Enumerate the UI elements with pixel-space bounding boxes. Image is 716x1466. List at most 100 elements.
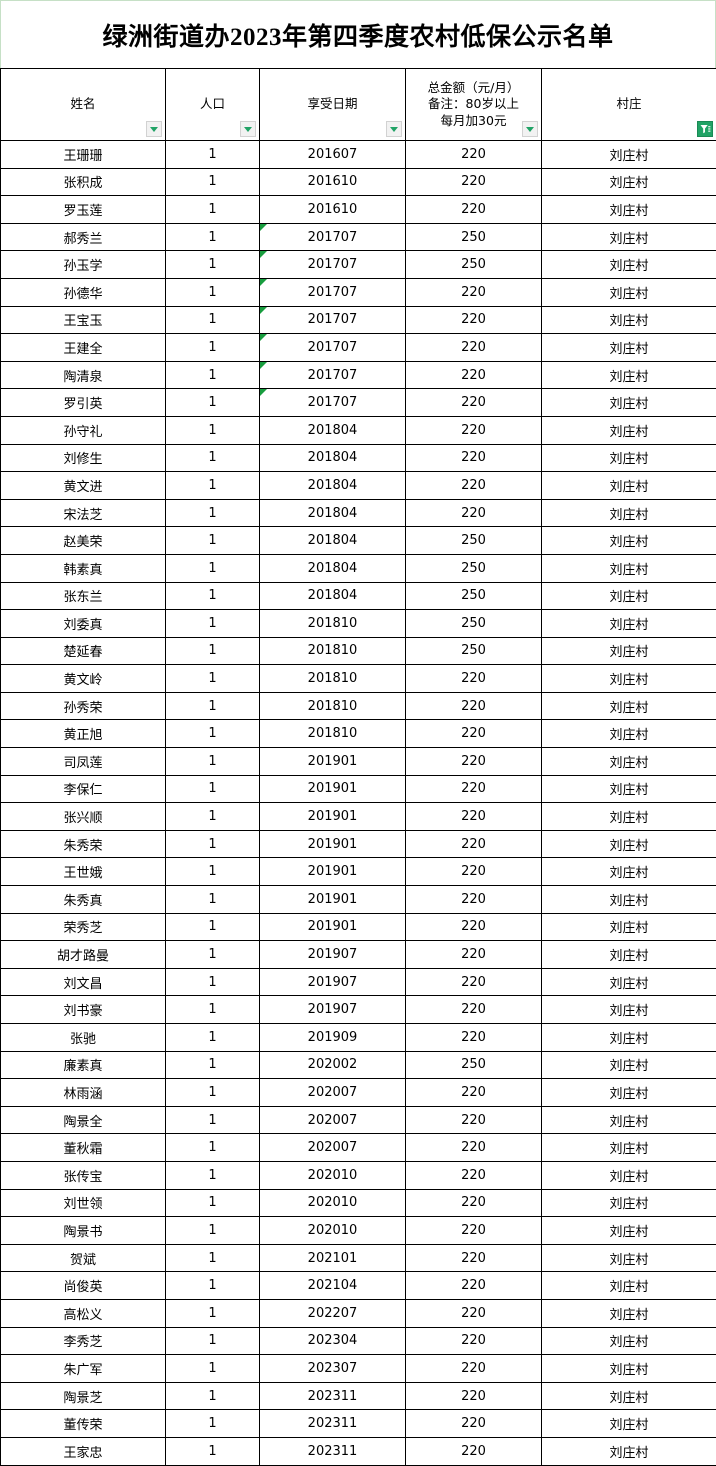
cell-name[interactable]: 刘书豪 (1, 996, 166, 1024)
cell-village[interactable]: 刘庄村 (542, 1134, 716, 1162)
cell-date-with-error-flag[interactable]: 201707 (260, 361, 406, 389)
cell-date-with-error-flag[interactable]: 201707 (260, 278, 406, 306)
cell-amount[interactable]: 220 (406, 1189, 542, 1217)
cell-amount[interactable]: 220 (406, 858, 542, 886)
cell-name[interactable]: 黄正旭 (1, 720, 166, 748)
cell-date[interactable]: 201610 (260, 196, 406, 224)
cell-pop[interactable]: 1 (166, 1382, 260, 1410)
filter-dropdown-icon-pop[interactable] (240, 121, 256, 137)
cell-amount[interactable]: 220 (406, 968, 542, 996)
cell-pop[interactable]: 1 (166, 1161, 260, 1189)
cell-pop[interactable]: 1 (166, 554, 260, 582)
cell-name[interactable]: 司凤莲 (1, 748, 166, 776)
cell-name[interactable]: 王建全 (1, 334, 166, 362)
cell-name[interactable]: 郝秀兰 (1, 223, 166, 251)
cell-date[interactable]: 201804 (260, 499, 406, 527)
cell-village[interactable]: 刘庄村 (542, 830, 716, 858)
cell-village[interactable]: 刘庄村 (542, 1024, 716, 1052)
cell-name[interactable]: 王世娥 (1, 858, 166, 886)
cell-date[interactable]: 202311 (260, 1382, 406, 1410)
cell-village[interactable]: 刘庄村 (542, 582, 716, 610)
cell-date[interactable]: 202207 (260, 1299, 406, 1327)
cell-date[interactable]: 201901 (260, 830, 406, 858)
cell-village[interactable]: 刘庄村 (542, 748, 716, 776)
cell-amount[interactable]: 220 (406, 416, 542, 444)
cell-amount[interactable]: 220 (406, 1244, 542, 1272)
cell-pop[interactable]: 1 (166, 886, 260, 914)
cell-amount[interactable]: 220 (406, 1106, 542, 1134)
cell-pop[interactable]: 1 (166, 858, 260, 886)
cell-village[interactable]: 刘庄村 (542, 1272, 716, 1300)
cell-village[interactable]: 刘庄村 (542, 1217, 716, 1245)
cell-date-with-error-flag[interactable]: 201707 (260, 306, 406, 334)
cell-village[interactable]: 刘庄村 (542, 1161, 716, 1189)
cell-date[interactable]: 201610 (260, 168, 406, 196)
cell-amount[interactable]: 250 (406, 554, 542, 582)
cell-date[interactable]: 202311 (260, 1437, 406, 1465)
cell-village[interactable]: 刘庄村 (542, 610, 716, 638)
cell-village[interactable]: 刘庄村 (542, 168, 716, 196)
cell-name[interactable]: 朱秀荣 (1, 830, 166, 858)
cell-date[interactable]: 201804 (260, 472, 406, 500)
cell-village[interactable]: 刘庄村 (542, 1051, 716, 1079)
cell-pop[interactable]: 1 (166, 168, 260, 196)
cell-amount[interactable]: 220 (406, 1024, 542, 1052)
cell-village[interactable]: 刘庄村 (542, 361, 716, 389)
cell-date[interactable]: 202104 (260, 1272, 406, 1300)
cell-amount[interactable]: 250 (406, 251, 542, 279)
cell-pop[interactable]: 1 (166, 1051, 260, 1079)
cell-pop[interactable]: 1 (166, 1437, 260, 1465)
cell-amount[interactable]: 220 (406, 389, 542, 417)
cell-amount[interactable]: 220 (406, 996, 542, 1024)
cell-amount[interactable]: 220 (406, 1410, 542, 1438)
cell-date[interactable]: 201909 (260, 1024, 406, 1052)
cell-name[interactable]: 林雨涵 (1, 1079, 166, 1107)
cell-date[interactable]: 202007 (260, 1079, 406, 1107)
cell-name[interactable]: 胡才路曼 (1, 941, 166, 969)
cell-pop[interactable]: 1 (166, 361, 260, 389)
cell-village[interactable]: 刘庄村 (542, 803, 716, 831)
cell-date[interactable]: 201810 (260, 665, 406, 693)
cell-name[interactable]: 贺斌 (1, 1244, 166, 1272)
cell-village[interactable]: 刘庄村 (542, 858, 716, 886)
cell-name[interactable]: 董秋霜 (1, 1134, 166, 1162)
cell-name[interactable]: 陶清泉 (1, 361, 166, 389)
cell-amount[interactable]: 220 (406, 775, 542, 803)
cell-date-with-error-flag[interactable]: 201707 (260, 223, 406, 251)
cell-pop[interactable]: 1 (166, 692, 260, 720)
cell-village[interactable]: 刘庄村 (542, 1410, 716, 1438)
cell-village[interactable]: 刘庄村 (542, 334, 716, 362)
cell-village[interactable]: 刘庄村 (542, 720, 716, 748)
cell-amount[interactable]: 220 (406, 665, 542, 693)
cell-date[interactable]: 201907 (260, 996, 406, 1024)
cell-amount[interactable]: 250 (406, 527, 542, 555)
cell-name[interactable]: 高松义 (1, 1299, 166, 1327)
cell-village[interactable]: 刘庄村 (542, 637, 716, 665)
cell-amount[interactable]: 220 (406, 803, 542, 831)
filter-dropdown-icon-date[interactable] (386, 121, 402, 137)
cell-amount[interactable]: 250 (406, 582, 542, 610)
filter-dropdown-icon-amount[interactable] (522, 121, 538, 137)
cell-name[interactable]: 陶景芝 (1, 1382, 166, 1410)
cell-date[interactable]: 201901 (260, 858, 406, 886)
cell-pop[interactable]: 1 (166, 665, 260, 693)
cell-pop[interactable]: 1 (166, 472, 260, 500)
cell-date[interactable]: 202307 (260, 1355, 406, 1383)
cell-village[interactable]: 刘庄村 (542, 692, 716, 720)
cell-date[interactable]: 202007 (260, 1106, 406, 1134)
cell-pop[interactable]: 1 (166, 499, 260, 527)
cell-pop[interactable]: 1 (166, 1272, 260, 1300)
cell-village[interactable]: 刘庄村 (542, 1189, 716, 1217)
cell-name[interactable]: 王家忠 (1, 1437, 166, 1465)
filter-dropdown-icon-name[interactable] (146, 121, 162, 137)
cell-name[interactable]: 韩素真 (1, 554, 166, 582)
cell-village[interactable]: 刘庄村 (542, 665, 716, 693)
cell-village[interactable]: 刘庄村 (542, 223, 716, 251)
cell-name[interactable]: 荣秀芝 (1, 913, 166, 941)
cell-date-with-error-flag[interactable]: 201707 (260, 334, 406, 362)
cell-amount[interactable]: 220 (406, 1382, 542, 1410)
cell-date-with-error-flag[interactable]: 201707 (260, 251, 406, 279)
cell-pop[interactable]: 1 (166, 1327, 260, 1355)
cell-date[interactable]: 202010 (260, 1161, 406, 1189)
cell-name[interactable]: 张东兰 (1, 582, 166, 610)
